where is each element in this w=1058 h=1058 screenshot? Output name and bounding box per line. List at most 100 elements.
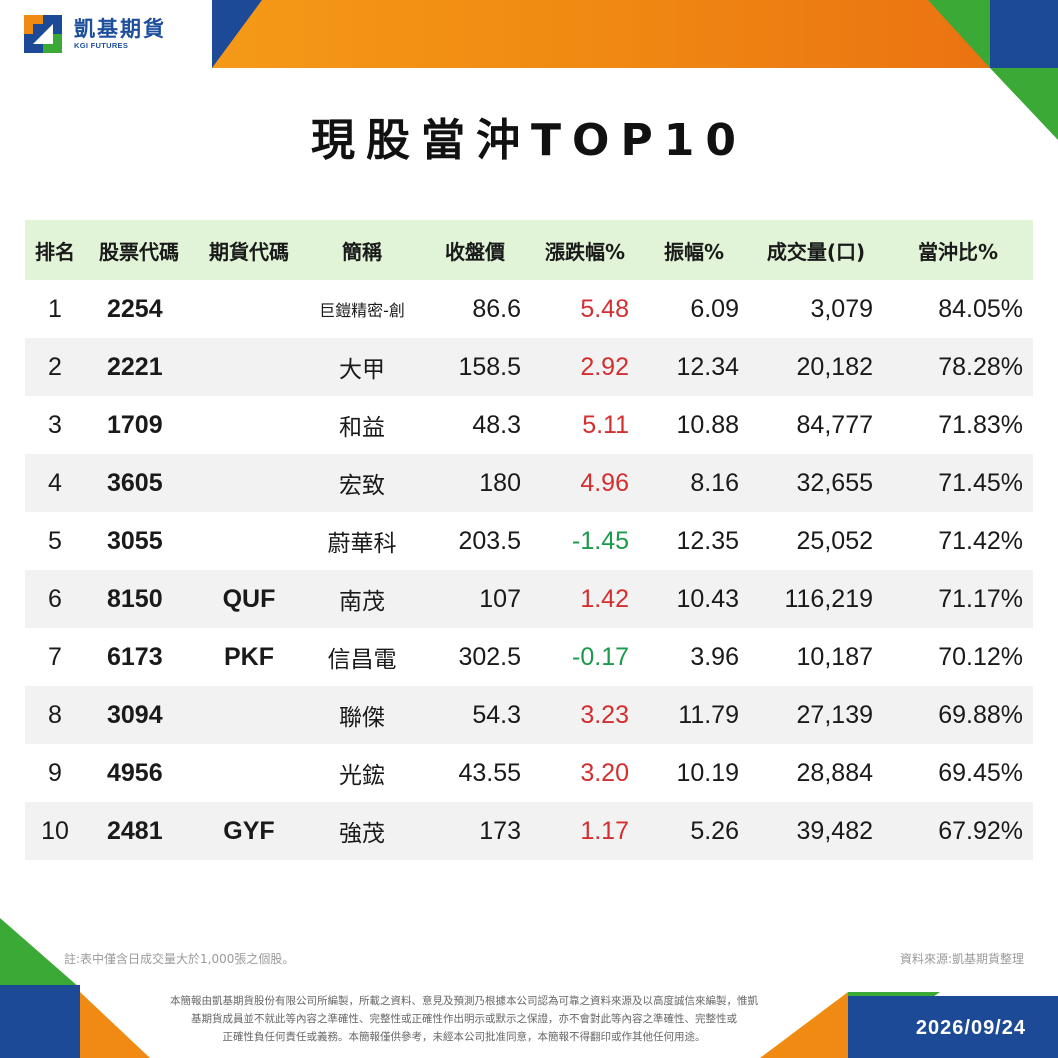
table-row: 8 3094 聯傑 54.3 3.23 11.79 27,139 69.88% <box>25 686 1033 744</box>
header-amplitude: 振幅% <box>663 239 725 264</box>
cell-rank: 6 <box>48 584 62 613</box>
cell-stock-code: 1709 <box>107 410 163 439</box>
cell-rank: 3 <box>48 410 62 439</box>
cell-change: 3.23 <box>580 700 629 729</box>
table-row: 7 6173 PKF 信昌電 302.5 -0.17 3.96 10,187 70.12% <box>25 628 1033 686</box>
cell-volume: 84,777 <box>796 410 873 439</box>
cell-futures-code: PKF <box>224 642 274 671</box>
header-close: 收盤價 <box>445 239 505 264</box>
brand-name-cn: 凱基期貨 <box>74 17 166 41</box>
cell-daytrade-ratio: 78.28% <box>938 352 1023 381</box>
data-source: 資料來源:凱基期貨整理 <box>899 952 1024 966</box>
cell-rank: 8 <box>48 700 62 729</box>
cell-futures-code <box>193 744 305 802</box>
cell-volume: 25,052 <box>796 526 873 555</box>
cell-futures-code <box>193 454 305 512</box>
cell-volume: 28,884 <box>796 758 873 787</box>
cell-futures-code: QUF <box>222 584 276 613</box>
cell-daytrade-ratio: 71.45% <box>938 468 1023 497</box>
cell-amplitude: 11.79 <box>678 700 739 729</box>
cell-change: 1.42 <box>580 584 629 613</box>
cell-daytrade-ratio: 69.88% <box>938 700 1023 729</box>
header-futures-code: 期貨代碼 <box>209 239 289 264</box>
disclaimer-line: 本簡報由凱基期貨股份有限公司所編製，所載之資料、意見及預測乃根據本公司認為可靠之… <box>170 995 758 1007</box>
cell-futures-code <box>193 396 305 454</box>
cell-name: 大甲 <box>339 357 385 383</box>
cell-rank: 4 <box>48 468 62 497</box>
cell-stock-code: 3605 <box>107 468 163 497</box>
cell-rank: 9 <box>48 758 62 787</box>
cell-name: 巨鎧精密-創 <box>319 301 405 320</box>
cell-close: 203.5 <box>458 526 521 555</box>
table-note: 註:表中僅含日成交量大於1,000張之個股。 <box>64 952 295 966</box>
cell-change: 4.96 <box>580 468 629 497</box>
cell-close: 54.3 <box>472 700 521 729</box>
cell-change: 5.48 <box>580 294 629 323</box>
cell-close: 107 <box>479 584 521 613</box>
date-panel <box>848 996 1058 1058</box>
cell-stock-code: 3094 <box>107 700 163 729</box>
cell-daytrade-ratio: 71.83% <box>938 410 1023 439</box>
header-stock-code: 股票代碼 <box>99 239 179 264</box>
cell-volume: 20,182 <box>796 352 873 381</box>
cell-change: 3.20 <box>580 758 629 787</box>
cell-name: 信昌電 <box>327 647 397 673</box>
cell-daytrade-ratio: 84.05% <box>938 294 1023 323</box>
cell-rank: 5 <box>48 526 62 555</box>
cell-rank: 2 <box>48 352 62 381</box>
cell-volume: 10,187 <box>796 642 873 671</box>
header-rank: 排名 <box>35 239 75 264</box>
cell-futures-code <box>193 338 305 396</box>
table-row: 4 3605 宏致 180 4.96 8.16 32,655 71.45% <box>25 454 1033 512</box>
cell-close: 48.3 <box>472 410 521 439</box>
cell-close: 158.5 <box>458 352 521 381</box>
cell-futures-code: GYF <box>223 816 275 845</box>
header-change: 漲跌幅% <box>544 239 626 264</box>
cell-daytrade-ratio: 71.42% <box>938 526 1023 555</box>
ranking-table-container: 排名 股票代碼 期貨代碼 簡稱 收盤價 漲跌幅% 振幅% 成交量(口) 當沖比%… <box>25 220 1033 860</box>
cell-name: 宏致 <box>339 473 385 499</box>
cell-amplitude: 10.19 <box>676 758 739 787</box>
cell-close: 173 <box>479 816 521 845</box>
table-row: 1 2254 巨鎧精密-創 86.6 5.48 6.09 3,079 84.05% <box>25 280 1033 338</box>
cell-amplitude: 5.26 <box>690 816 739 845</box>
cell-change: 5.11 <box>582 410 629 439</box>
cell-rank: 7 <box>48 642 62 671</box>
cell-amplitude: 10.88 <box>676 410 739 439</box>
cell-futures-code <box>193 686 305 744</box>
cell-stock-code: 2254 <box>107 294 163 323</box>
cell-close: 180 <box>479 468 521 497</box>
cell-volume: 116,219 <box>784 584 873 613</box>
cell-amplitude: 8.16 <box>690 468 739 497</box>
cell-amplitude: 12.35 <box>676 526 739 555</box>
disclaimer-line: 基期貨成員並不就此等內容之準確性、完整性或正確性作出明示或默示之保證，亦不會對此… <box>191 1013 737 1025</box>
cell-daytrade-ratio: 69.45% <box>938 758 1023 787</box>
table-row: 5 3055 蔚華科 203.5 -1.45 12.35 25,052 71.42% <box>25 512 1033 570</box>
cell-amplitude: 12.34 <box>676 352 739 381</box>
cell-change: 2.92 <box>580 352 629 381</box>
cell-volume: 3,079 <box>810 294 873 323</box>
table-row: 9 4956 光鋐 43.55 3.20 10.19 28,884 69.45% <box>25 744 1033 802</box>
disclaimer-line: 正確性負任何責任或義務。本簡報僅供參考，未經本公司批准同意，本簡報不得翻印或作其… <box>222 1031 706 1043</box>
cell-stock-code: 3055 <box>107 526 163 555</box>
header-volume: 成交量(口) <box>766 239 866 264</box>
disclaimer: 本簡報由凱基期貨股份有限公司所編製，所載之資料、意見及預測乃根據本公司認為可靠之… <box>84 992 844 1046</box>
table-row: 10 2481 GYF 強茂 173 1.17 5.26 39,482 67.92% <box>25 802 1033 860</box>
cell-stock-code: 4956 <box>107 758 163 787</box>
cell-amplitude: 3.96 <box>690 642 739 671</box>
cell-stock-code: 6173 <box>107 642 163 671</box>
report-date: 2026/09/24 <box>915 1017 1026 1039</box>
cell-name: 聯傑 <box>339 705 385 731</box>
brand-name-en: KGI FUTURES <box>74 41 129 50</box>
table-row: 3 1709 和益 48.3 5.11 10.88 84,777 71.83% <box>25 396 1033 454</box>
table-row: 6 8150 QUF 南茂 107 1.42 10.43 116,219 71.17% <box>25 570 1033 628</box>
cell-futures-code <box>193 512 305 570</box>
header-name: 簡稱 <box>342 239 382 264</box>
cell-change: -1.45 <box>572 526 629 555</box>
cell-rank: 1 <box>48 294 62 323</box>
cell-stock-code: 2481 <box>107 816 163 845</box>
page-title: 現股當沖TOP10 <box>311 115 747 166</box>
cell-change: 1.17 <box>580 816 629 845</box>
cell-daytrade-ratio: 67.92% <box>938 816 1023 845</box>
cell-volume: 32,655 <box>796 468 873 497</box>
